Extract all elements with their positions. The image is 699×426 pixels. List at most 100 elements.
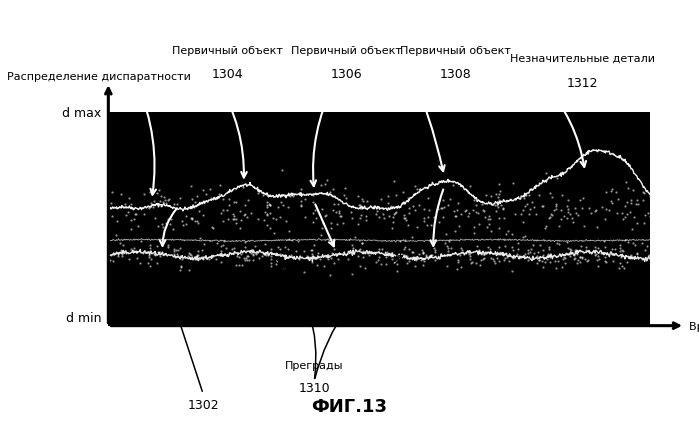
Point — [540, 170, 552, 177]
Point — [546, 211, 557, 218]
Point — [543, 216, 554, 222]
Point — [355, 205, 366, 212]
Point — [227, 216, 238, 222]
Point — [305, 247, 317, 253]
Point — [365, 250, 376, 257]
Point — [245, 250, 257, 256]
Point — [625, 254, 636, 261]
Point — [340, 195, 352, 202]
Point — [151, 260, 162, 267]
Point — [441, 231, 452, 238]
Point — [317, 220, 328, 227]
Point — [218, 242, 229, 248]
Point — [192, 248, 203, 255]
Point — [272, 257, 283, 264]
Point — [484, 249, 495, 256]
Point — [470, 260, 482, 267]
Point — [260, 241, 271, 248]
Point — [162, 242, 173, 249]
Point — [419, 219, 430, 225]
Point — [450, 213, 461, 220]
Point — [522, 257, 533, 264]
Point — [475, 262, 486, 269]
Point — [472, 210, 483, 216]
Point — [391, 209, 402, 216]
Point — [136, 238, 147, 245]
Point — [534, 242, 545, 249]
Point — [163, 198, 174, 204]
Point — [644, 252, 655, 259]
Point — [153, 224, 164, 230]
Point — [485, 228, 496, 235]
Point — [445, 245, 456, 251]
Point — [549, 259, 561, 265]
Point — [161, 200, 172, 207]
Point — [266, 256, 277, 263]
Point — [259, 251, 271, 258]
Point — [217, 207, 229, 214]
Point — [221, 207, 232, 214]
Point — [556, 192, 568, 199]
Point — [122, 209, 134, 216]
Point — [184, 250, 195, 257]
Point — [593, 256, 605, 263]
Point — [626, 197, 637, 204]
Point — [346, 242, 357, 249]
Point — [473, 249, 484, 256]
Point — [226, 246, 238, 253]
Point — [247, 257, 259, 264]
Point — [424, 253, 435, 260]
Point — [520, 233, 531, 239]
Point — [482, 224, 493, 231]
Point — [381, 254, 392, 261]
Point — [230, 262, 241, 269]
Point — [154, 199, 166, 205]
Point — [105, 252, 116, 259]
Point — [606, 188, 617, 195]
Point — [600, 254, 611, 261]
Point — [456, 211, 467, 218]
Point — [606, 187, 617, 193]
Point — [540, 223, 552, 230]
Point — [113, 253, 124, 260]
Point — [486, 255, 497, 262]
Point — [571, 259, 582, 266]
Point — [230, 216, 241, 223]
Point — [296, 186, 307, 193]
Point — [426, 252, 437, 259]
Point — [322, 177, 333, 184]
Point — [387, 225, 398, 232]
Point — [134, 260, 145, 267]
Point — [104, 257, 115, 264]
Point — [229, 213, 240, 220]
Point — [236, 217, 247, 224]
Point — [391, 257, 402, 264]
Point — [493, 258, 505, 265]
Point — [266, 263, 277, 270]
Point — [582, 256, 593, 263]
Point — [403, 246, 415, 253]
Point — [476, 201, 487, 208]
Point — [256, 253, 267, 260]
Point — [387, 219, 398, 225]
Point — [198, 187, 209, 194]
Point — [280, 244, 291, 251]
Point — [206, 196, 217, 202]
Point — [353, 253, 364, 260]
Point — [417, 262, 428, 268]
Point — [442, 245, 454, 252]
Point — [217, 218, 229, 225]
Point — [466, 260, 477, 267]
Point — [606, 247, 617, 253]
Point — [555, 216, 566, 223]
Point — [271, 257, 282, 264]
Point — [411, 187, 422, 193]
Point — [562, 203, 573, 210]
Point — [559, 260, 570, 267]
Point — [519, 251, 531, 258]
Point — [312, 262, 323, 269]
Point — [239, 255, 250, 262]
Point — [558, 256, 569, 262]
Point — [125, 246, 136, 253]
Text: Первичный объект: Первичный объект — [291, 46, 402, 55]
